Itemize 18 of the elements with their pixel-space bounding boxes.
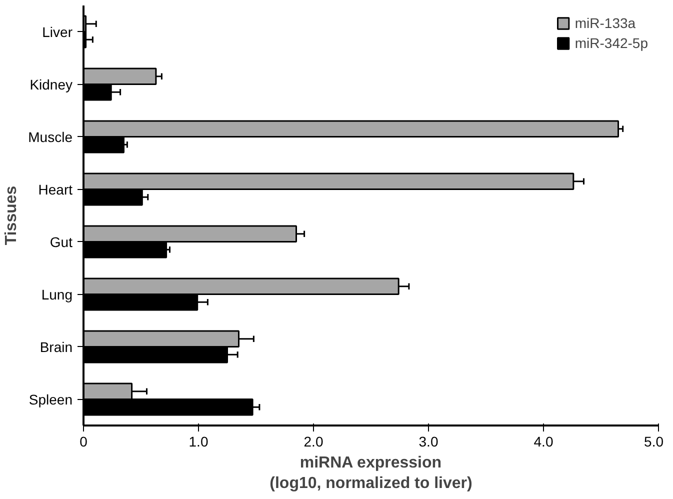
y-tick-label: Spleen — [28, 391, 72, 408]
y-tick-label: Gut — [50, 234, 73, 250]
y-tick-label: Lung — [41, 286, 73, 302]
x-tick-label: 4.0 — [534, 434, 554, 450]
y-axis-title: Tissues — [3, 186, 20, 246]
x-tick-label: 2.0 — [304, 434, 324, 450]
y-tick-label: Heart — [38, 181, 73, 198]
y-tick-label: Muscle — [28, 128, 73, 145]
x-axis-title: miRNA expression (log10, normalized to liver) — [270, 454, 472, 492]
y-tick-label: Kidney — [30, 76, 73, 92]
x-tick-label: 1.0 — [188, 434, 208, 450]
x-tick-label: 0 — [80, 434, 88, 450]
y-tick-label: Brain — [40, 338, 73, 355]
legend-label: miR-342-5p — [574, 35, 648, 51]
y-tick-label: Liver — [42, 24, 73, 40]
x-tick-label: 3.0 — [418, 434, 438, 450]
x-tick-label: 5.0 — [644, 434, 664, 450]
legend-label: miR-133a — [574, 15, 636, 31]
